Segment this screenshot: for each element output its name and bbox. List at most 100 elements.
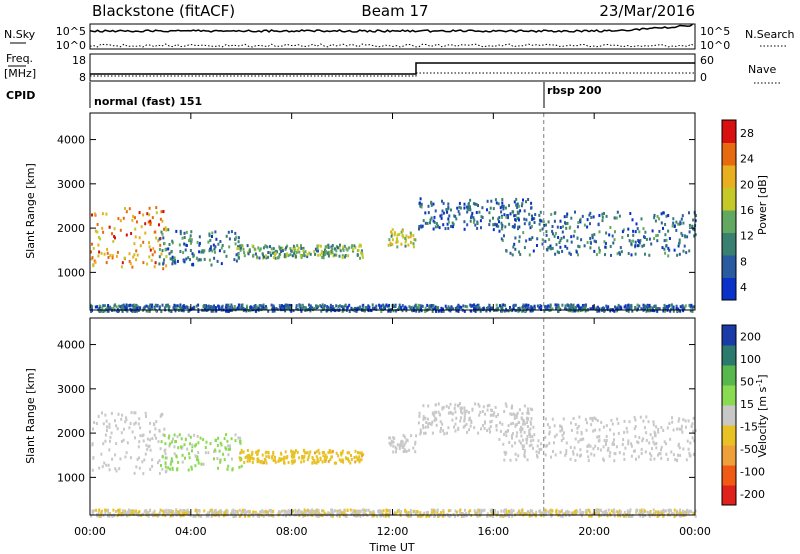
echo-cell [437, 224, 439, 228]
echo-cell [432, 411, 435, 415]
echo-cell [657, 453, 659, 457]
echo-cell [121, 512, 123, 516]
echo-cell [333, 461, 336, 465]
echo-cell [230, 303, 233, 307]
echo-cell [662, 226, 664, 230]
echo-cell [281, 304, 283, 308]
echo-cell [512, 412, 515, 416]
echo-cell [644, 252, 646, 256]
echo-cell [491, 306, 494, 310]
echo-cell [443, 432, 446, 436]
echo-cell [572, 450, 575, 454]
echo-cell [128, 260, 131, 263]
echo-cell [667, 229, 670, 233]
echo-cell [171, 257, 174, 261]
echo-cell [94, 260, 97, 264]
echo-cell [577, 305, 580, 309]
echo-cell [668, 510, 671, 514]
echo-cell [273, 459, 276, 462]
echo-cell [100, 251, 103, 255]
echo-cell [281, 246, 284, 250]
colorbar-swatch [722, 485, 736, 506]
echo-cell [316, 249, 318, 253]
echo-cell [453, 425, 455, 429]
echo-cell [285, 306, 287, 310]
echo-cell [112, 508, 115, 512]
noise-right-tick-top: 10^5 [700, 25, 730, 38]
echo-cell [629, 304, 632, 308]
echo-cell [302, 254, 305, 257]
echo-cell [650, 454, 653, 458]
echo-cell [455, 416, 458, 420]
echo-cell [499, 206, 502, 210]
echo-cell [323, 451, 326, 454]
echo-cell [652, 423, 655, 427]
echo-cell [505, 508, 508, 512]
echo-cell [426, 221, 429, 225]
echo-cell [559, 429, 562, 433]
echo-cell [300, 244, 302, 248]
echo-cell [692, 305, 695, 309]
echo-cell [530, 225, 533, 228]
echo-cell [155, 436, 157, 440]
echo-cell [196, 240, 199, 244]
echo-cell [112, 306, 115, 310]
echo-cell [396, 238, 398, 242]
echo-cell [692, 511, 695, 515]
echo-cell [695, 214, 697, 218]
echo-cell [393, 233, 396, 237]
echo-cell [499, 421, 501, 425]
echo-cell [647, 420, 650, 424]
echo-cell [649, 509, 652, 513]
echo-cell [430, 304, 433, 308]
echo-cell [133, 422, 136, 426]
echo-cell [336, 509, 339, 513]
echo-cell [477, 431, 480, 435]
echo-cell [98, 508, 101, 512]
echo-cell [619, 510, 622, 514]
echo-cell [339, 512, 341, 516]
echo-cell [267, 255, 270, 259]
echo-cell [686, 508, 689, 512]
echo-cell [656, 514, 659, 518]
echo-cell [497, 224, 500, 228]
echo-cell [596, 307, 599, 311]
echo-cell [501, 204, 504, 208]
echo-cell [163, 227, 165, 231]
echo-cell [504, 303, 507, 307]
echo-cell [257, 459, 260, 463]
echo-cell [103, 304, 106, 308]
echo-cell [481, 206, 484, 210]
echo-cell [589, 307, 592, 311]
echo-cell [434, 417, 437, 420]
echo-cell [576, 426, 579, 430]
echo-cell [214, 245, 217, 249]
echo-cell [398, 233, 401, 236]
echo-cell [653, 213, 656, 217]
echo-cell [317, 460, 320, 464]
echo-cell [655, 425, 658, 429]
echo-cell [459, 406, 462, 410]
echo-cell [409, 235, 412, 239]
echo-cell [675, 228, 678, 232]
echo-cell [469, 509, 472, 513]
echo-cell [554, 453, 557, 457]
echo-cell [602, 425, 605, 429]
echo-cell [607, 305, 610, 309]
echo-cell [502, 303, 505, 307]
echo-cell [645, 438, 648, 442]
echo-cell [145, 443, 148, 447]
echo-cell [138, 417, 141, 421]
echo-cell [186, 508, 189, 512]
echo-cell [121, 509, 124, 513]
echo-cell [688, 223, 691, 227]
echo-cell [691, 225, 694, 228]
echo-cell [343, 244, 346, 248]
echo-cell [653, 237, 656, 241]
echo-cell [691, 309, 694, 313]
echo-cell [530, 417, 533, 421]
echo-cell [401, 304, 404, 308]
echo-cell [184, 248, 187, 252]
echo-cell [523, 430, 526, 434]
echo-cell [96, 223, 99, 226]
